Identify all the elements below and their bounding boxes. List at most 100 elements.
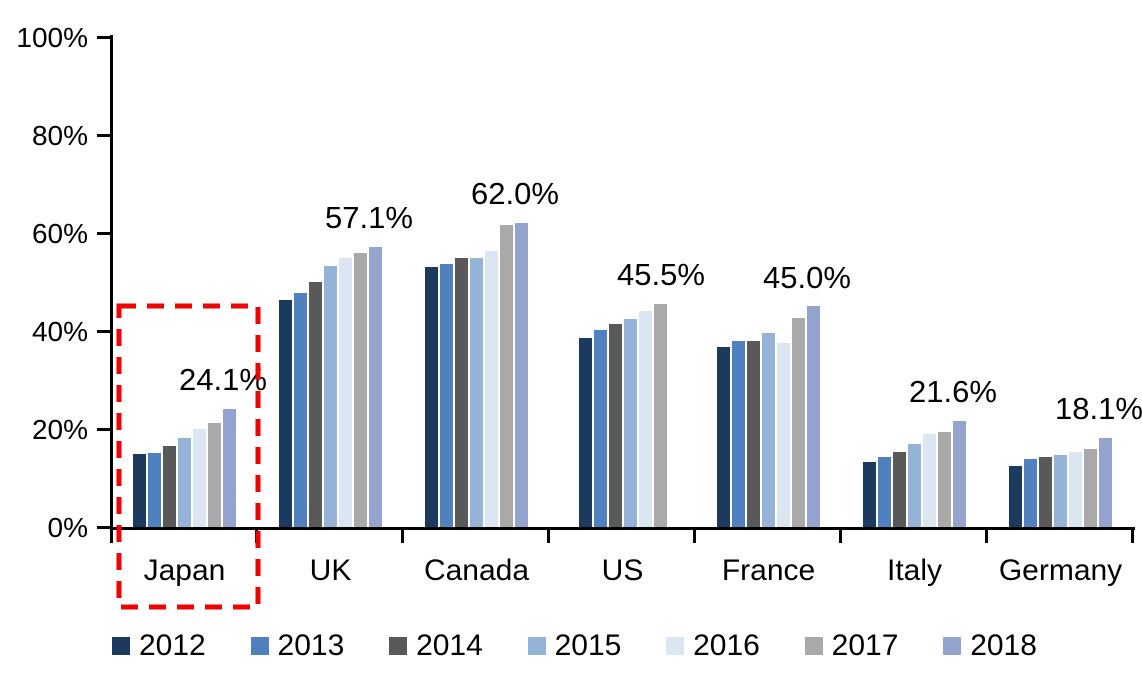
- bar-2012-uk: [279, 300, 292, 527]
- y-axis-tick-label: 20%: [31, 414, 88, 445]
- x-axis-tick: [839, 527, 842, 543]
- bar-2014-france: [747, 341, 760, 527]
- bar-2015-france: [762, 333, 775, 527]
- y-axis-tick-label: 0%: [47, 512, 88, 543]
- legend-swatch-icon: [943, 637, 962, 655]
- bar-2016-canada: [485, 251, 498, 527]
- y-axis-tick: [97, 232, 110, 235]
- x-axis-category-label: Italy: [886, 554, 943, 587]
- legend-item-2012: 2012: [112, 631, 206, 661]
- bar-2018-uk: [369, 247, 382, 527]
- y-axis-tick: [97, 36, 110, 39]
- legend-label: 2016: [693, 629, 760, 662]
- bar-2016-japan: [193, 429, 206, 527]
- legend-label: 2018: [970, 629, 1037, 662]
- x-axis-tick: [1131, 527, 1134, 543]
- legend-swatch-icon: [389, 637, 408, 655]
- chart-legend: 2012 2013 2014 2015 2016 2017 2018: [112, 628, 1037, 664]
- bar-2013-japan: [148, 453, 161, 527]
- data-label: 18.1%: [1055, 391, 1142, 427]
- legend-item-2018: 2018: [943, 631, 1037, 661]
- bar-2014-italy: [893, 452, 906, 527]
- bar-2014-canada: [455, 258, 468, 527]
- bar-2015-japan: [178, 438, 191, 527]
- bar-2013-italy: [878, 457, 891, 527]
- legend-label: 2013: [277, 629, 345, 662]
- bar-2018-japan: [223, 409, 236, 527]
- bar-2015-us: [624, 319, 637, 527]
- data-label: 21.6%: [909, 374, 997, 410]
- bar-2013-canada: [440, 264, 453, 527]
- bar-2017-canada: [500, 225, 513, 527]
- legend-item-2017: 2017: [804, 631, 898, 661]
- x-axis-tick: [985, 527, 988, 543]
- bar-2014-japan: [163, 446, 176, 527]
- bar-2018-germany: [1099, 438, 1112, 527]
- data-label: 57.1%: [325, 200, 413, 236]
- legend-label: 2015: [554, 629, 622, 662]
- x-axis-tick: [693, 527, 696, 543]
- x-axis-tick: [255, 527, 258, 543]
- bar-2015-germany: [1054, 455, 1067, 527]
- legend-item-2013: 2013: [250, 629, 345, 662]
- legend-swatch-icon: [527, 637, 546, 655]
- bar-2012-canada: [425, 267, 438, 527]
- bar-2014-us: [609, 324, 622, 527]
- bar-2017-japan: [208, 423, 221, 527]
- y-axis-tick-label: 40%: [31, 316, 88, 347]
- bar-2012-italy: [863, 462, 876, 527]
- x-axis-category-label: Canada: [423, 554, 530, 587]
- bar-2015-canada: [470, 258, 483, 527]
- bar-2016-italy: [923, 434, 936, 527]
- bar-2016-france: [777, 343, 790, 527]
- x-axis-category-label: Japan: [143, 554, 226, 587]
- bar-2012-japan: [133, 454, 146, 527]
- bar-2013-france: [732, 341, 745, 527]
- data-label: 45.0%: [763, 259, 851, 295]
- legend-item-2015: 2015: [527, 629, 622, 662]
- bar-2015-italy: [908, 444, 921, 527]
- bar-2016-uk: [339, 258, 352, 527]
- legend-item-2016: 2016: [666, 631, 760, 661]
- bar-2012-us: [579, 338, 592, 527]
- bar-2016-germany: [1069, 452, 1082, 527]
- y-axis-tick: [97, 428, 110, 431]
- bar-2018-canada: [515, 223, 528, 527]
- bar-2012-france: [717, 347, 730, 527]
- bar-2014-uk: [309, 282, 322, 527]
- y-axis-tick-label: 100%: [16, 22, 88, 53]
- x-axis: [110, 527, 1135, 530]
- data-label: 62.0%: [471, 176, 559, 212]
- y-axis-tick: [97, 134, 110, 137]
- y-axis-tick: [97, 330, 110, 333]
- x-axis-tick: [110, 527, 113, 543]
- x-axis-tick: [401, 527, 404, 543]
- legend-swatch-icon: [666, 637, 685, 655]
- data-label: 45.5%: [617, 257, 705, 293]
- bar-2014-germany: [1039, 457, 1052, 527]
- x-axis-category-label: Germany: [998, 554, 1123, 587]
- legend-swatch-icon: [250, 637, 269, 655]
- x-axis-category-label: UK: [309, 554, 352, 587]
- legend-label: 2012: [139, 629, 206, 662]
- y-axis-tick-label: 60%: [31, 218, 88, 249]
- legend-item-2014: 2014: [389, 631, 483, 661]
- x-axis-tick: [547, 527, 550, 543]
- x-axis-category-label: US: [601, 554, 644, 587]
- bar-2018-france: [807, 306, 820, 527]
- legend-swatch-icon: [112, 637, 130, 655]
- bar-2017-germany: [1084, 449, 1097, 527]
- bar-2016-us: [639, 311, 652, 527]
- legend-label: 2014: [416, 629, 483, 662]
- x-axis-category-label: France: [721, 554, 816, 587]
- bar-2017-italy: [938, 432, 951, 527]
- bar-2018-italy: [953, 421, 966, 527]
- bar-2017-us: [654, 304, 667, 527]
- bar-2013-germany: [1024, 459, 1037, 527]
- legend-swatch-icon: [804, 637, 823, 655]
- bar-2017-uk: [354, 253, 367, 527]
- bar-2015-uk: [324, 266, 337, 527]
- bar-2013-uk: [294, 293, 307, 527]
- bar-2013-us: [594, 330, 607, 527]
